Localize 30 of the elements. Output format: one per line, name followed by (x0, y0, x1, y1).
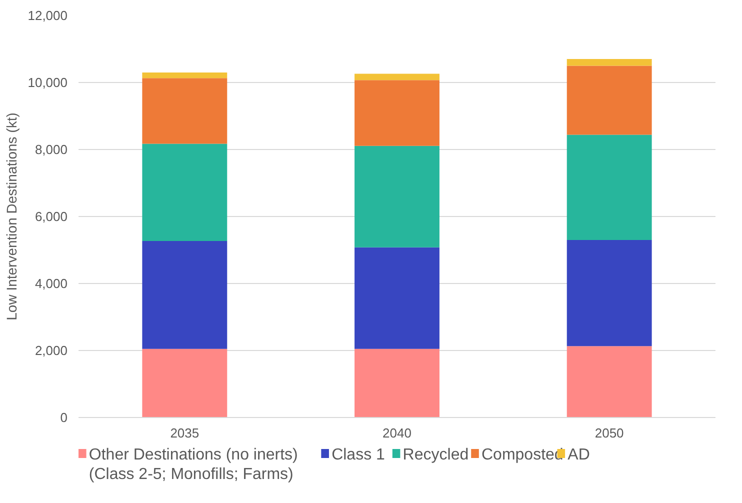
legend-label: Recycled (402, 446, 469, 464)
legend-label: Other Destinations (no inerts) (Class 2-5; Monofills; Farms) (88, 446, 298, 484)
y-tick-label: 8,000 (34, 142, 68, 157)
bar (566, 346, 652, 418)
bar (142, 144, 228, 241)
legend-label: AD (568, 446, 590, 464)
bar (354, 146, 440, 248)
y-tick-label: 2,000 (34, 343, 68, 358)
y-tick-label: 4,000 (34, 276, 68, 291)
bar (142, 240, 228, 349)
legend-label: Class 1 (332, 446, 386, 464)
x-tick-label: 2050 (594, 426, 624, 440)
x-tick-label: 2035 (170, 426, 200, 440)
bar (566, 59, 652, 66)
y-axis-title: Low Intervention Destinations (kt) (4, 112, 20, 320)
y-tick-label: 0 (60, 410, 68, 425)
bar (354, 80, 440, 146)
x-tick-label: 2040 (382, 426, 412, 440)
bar (566, 240, 652, 346)
bar (142, 348, 228, 418)
bar (354, 348, 440, 418)
bar (566, 134, 652, 240)
bar (354, 247, 440, 349)
bar (566, 66, 652, 135)
bar (354, 74, 440, 80)
bar (142, 72, 228, 78)
y-tick-label: 6,000 (34, 209, 68, 224)
y-tick-label: 10,000 (28, 75, 68, 90)
y-tick-label: 12,000 (28, 8, 68, 23)
bar (142, 78, 228, 144)
